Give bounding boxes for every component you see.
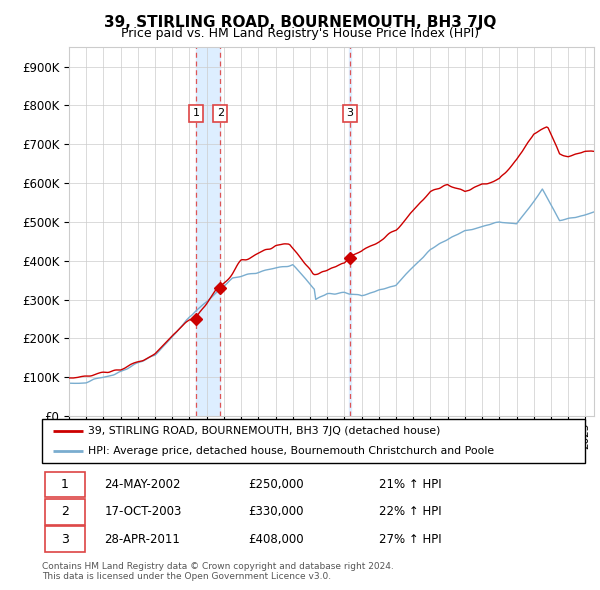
Text: 22% ↑ HPI: 22% ↑ HPI (379, 505, 441, 519)
Text: 1: 1 (193, 108, 200, 118)
Text: 3: 3 (61, 533, 69, 546)
FancyBboxPatch shape (45, 471, 85, 497)
FancyBboxPatch shape (42, 419, 585, 463)
Bar (349, 47, 351, 416)
Text: Price paid vs. HM Land Registry's House Price Index (HPI): Price paid vs. HM Land Registry's House … (121, 27, 479, 40)
Text: 27% ↑ HPI: 27% ↑ HPI (379, 533, 441, 546)
Text: 39, STIRLING ROAD, BOURNEMOUTH, BH3 7JQ (detached house): 39, STIRLING ROAD, BOURNEMOUTH, BH3 7JQ … (88, 426, 440, 436)
Text: 39, STIRLING ROAD, BOURNEMOUTH, BH3 7JQ: 39, STIRLING ROAD, BOURNEMOUTH, BH3 7JQ (104, 15, 496, 30)
Text: 24-MAY-2002: 24-MAY-2002 (104, 478, 181, 491)
Text: Contains HM Land Registry data © Crown copyright and database right 2024.: Contains HM Land Registry data © Crown c… (42, 562, 394, 571)
Text: 2: 2 (61, 505, 69, 519)
Text: 1: 1 (61, 478, 69, 491)
Text: HPI: Average price, detached house, Bournemouth Christchurch and Poole: HPI: Average price, detached house, Bour… (88, 446, 494, 456)
Text: 17-OCT-2003: 17-OCT-2003 (104, 505, 182, 519)
FancyBboxPatch shape (45, 499, 85, 525)
Bar (196, 47, 220, 416)
Text: 28-APR-2011: 28-APR-2011 (104, 533, 181, 546)
Text: £250,000: £250,000 (248, 478, 304, 491)
Text: 21% ↑ HPI: 21% ↑ HPI (379, 478, 441, 491)
Text: This data is licensed under the Open Government Licence v3.0.: This data is licensed under the Open Gov… (42, 572, 331, 581)
FancyBboxPatch shape (45, 526, 85, 552)
Text: £330,000: £330,000 (248, 505, 304, 519)
Text: 3: 3 (346, 108, 353, 118)
Text: £408,000: £408,000 (248, 533, 304, 546)
Text: 2: 2 (217, 108, 224, 118)
